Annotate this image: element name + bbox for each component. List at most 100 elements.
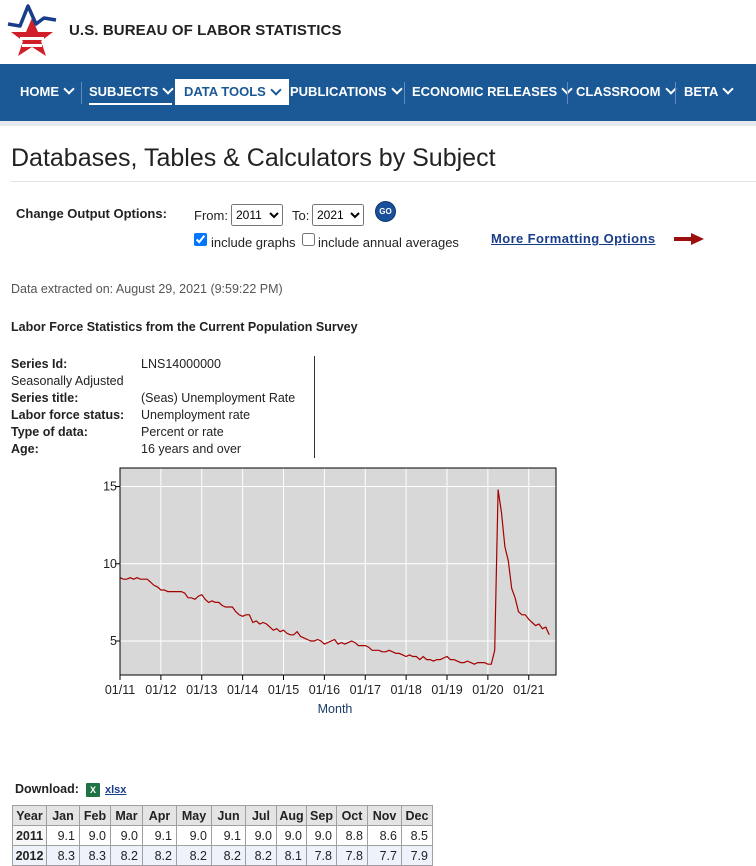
- nav-divider: [567, 82, 568, 104]
- more-formatting-options-link[interactable]: More Formatting Options: [491, 231, 656, 246]
- series-id-value: LNS14000000: [141, 357, 221, 371]
- title-divider: [11, 181, 756, 182]
- nav-bottom-strip: [0, 121, 756, 126]
- age-value: 16 years and over: [141, 442, 242, 456]
- table-header-cell: Jan: [46, 805, 80, 826]
- download-label: Download:: [15, 782, 79, 796]
- include-graphs-label[interactable]: include graphs: [211, 235, 296, 250]
- chart-x-tick-label: 01/17: [350, 683, 381, 697]
- table-cell: 7.9: [401, 845, 433, 866]
- table-cell: 9.0: [276, 825, 307, 846]
- main-nav: HOME SUBJECTS DATA TOOLS PUBLICATIONS EC…: [0, 64, 756, 121]
- excel-icon[interactable]: X: [86, 783, 100, 797]
- table-header-cell: Nov: [367, 805, 402, 826]
- table-cell: 8.3: [46, 845, 80, 866]
- table-header-cell: Aug: [276, 805, 307, 826]
- series-title-value: (Seas) Unemployment Rate: [141, 391, 296, 405]
- nav-divider: [404, 82, 405, 104]
- table-cell: 8.2: [176, 845, 212, 866]
- table-header-cell: Feb: [79, 805, 111, 826]
- nav-divider: [81, 82, 82, 104]
- nav-divider: [675, 82, 676, 104]
- table-cell: 9.1: [142, 825, 177, 846]
- table-header-cell: Apr: [142, 805, 177, 826]
- series-title-label: Series title:: [11, 391, 79, 405]
- table-cell: 8.3: [79, 845, 111, 866]
- chart-x-axis-label: Month: [318, 702, 353, 716]
- table-cell: 7.8: [336, 845, 368, 866]
- nav-data-tools[interactable]: DATA TOOLS: [175, 79, 289, 105]
- include-annual-averages-label[interactable]: include annual averages: [318, 235, 459, 250]
- agency-name[interactable]: U.S. BUREAU OF LABOR STATISTICS: [69, 22, 342, 39]
- chart-y-tick-label: 10: [103, 557, 117, 571]
- table-cell: 8.6: [367, 825, 402, 846]
- nav-classroom-label: CLASSROOM: [576, 84, 661, 99]
- nav-home-label: HOME: [20, 84, 59, 99]
- table-header-cell: Mar: [110, 805, 143, 826]
- chart-frame: [119, 467, 557, 676]
- table-cell: 9.0: [306, 825, 337, 846]
- table-cell: 9.1: [46, 825, 80, 846]
- go-button[interactable]: GO: [375, 201, 396, 222]
- bls-logo-icon[interactable]: [6, 4, 58, 60]
- table-header-cell: Sep: [306, 805, 337, 826]
- table-header-row: Year Jan Feb Mar Apr May Jun Jul Aug Sep Oct Nov Dec: [12, 805, 433, 826]
- chart-x-tick-label: 01/16: [309, 683, 340, 697]
- nav-economic-releases-label: ECONOMIC RELEASES: [412, 84, 558, 99]
- table-cell: 8.8: [336, 825, 368, 846]
- table-cell: 9.0: [79, 825, 111, 846]
- table-cell: 8.2: [211, 845, 246, 866]
- chart-x-tick-label: 01/14: [227, 683, 258, 697]
- table-header-cell: Dec: [401, 805, 433, 826]
- nav-home[interactable]: HOME: [20, 83, 75, 102]
- output-options-label: Change Output Options:: [16, 206, 167, 221]
- table-cell: 8.5: [401, 825, 433, 846]
- table-cell: 7.7: [367, 845, 402, 866]
- type-of-data-value: Percent or rate: [141, 425, 224, 439]
- chart-x-tick-label: 01/13: [186, 683, 217, 697]
- nav-data-tools-label: DATA TOOLS: [184, 84, 266, 99]
- table-row: 2012 8.3 8.3 8.2 8.2 8.2 8.2 8.2 8.1 7.8 7.8 7.7 7.9: [12, 845, 433, 866]
- data-extracted-date: Data extracted on: August 29, 2021 (9:59…: [11, 282, 283, 296]
- from-label: From:: [194, 208, 228, 223]
- table-header-cell: Year: [12, 805, 47, 826]
- chart-x-tick-label: 01/11: [105, 683, 135, 697]
- include-graphs-checkbox[interactable]: [194, 233, 207, 246]
- table-cell: 8.2: [245, 845, 277, 866]
- chevron-down-icon: [270, 84, 282, 96]
- arrow-right-icon[interactable]: [674, 233, 704, 245]
- site-header: U.S. BUREAU OF LABOR STATISTICS: [0, 0, 756, 64]
- chevron-down-icon: [63, 83, 75, 95]
- chart-y-tick-label: 5: [110, 634, 117, 648]
- table-row: 2011 9.1 9.0 9.0 9.1 9.0 9.1 9.0 9.0 9.0 8.8 8.6 8.5: [12, 825, 433, 846]
- series-id-label: Series Id:: [11, 357, 68, 371]
- to-label: To:: [292, 208, 310, 223]
- labor-force-status-label: Labor force status:: [11, 408, 125, 422]
- nav-classroom[interactable]: CLASSROOM: [576, 83, 677, 102]
- table-cell: 9.0: [110, 825, 143, 846]
- meta-divider: [314, 356, 315, 458]
- chevron-down-icon: [162, 83, 175, 95]
- data-table: Year Jan Feb Mar Apr May Jun Jul Aug Sep Oct Nov Dec…: [12, 805, 433, 866]
- include-annual-averages-checkbox[interactable]: [302, 233, 315, 246]
- table-cell: 9.1: [211, 825, 246, 846]
- chevron-down-icon: [722, 83, 735, 95]
- from-year-select[interactable]: 2011: [231, 204, 283, 226]
- chart-x-tick-label: 01/21: [513, 683, 544, 697]
- survey-title: Labor Force Statistics from the Current …: [11, 320, 358, 334]
- table-header-cell: Jun: [211, 805, 246, 826]
- nav-publications[interactable]: PUBLICATIONS: [290, 83, 403, 102]
- table-cell: 9.0: [245, 825, 277, 846]
- table-cell: 7.8: [306, 845, 337, 866]
- chart-y-tick-label: 15: [103, 480, 117, 494]
- nav-economic-releases[interactable]: ECONOMIC RELEASES: [412, 83, 573, 102]
- xlsx-download-link[interactable]: xlsx: [105, 784, 127, 796]
- nav-beta-label: BETA: [684, 84, 719, 99]
- nav-beta[interactable]: BETA: [684, 83, 735, 102]
- to-year-select[interactable]: 2021: [312, 204, 364, 226]
- table-header-cell: May: [176, 805, 212, 826]
- page-title: Databases, Tables & Calculators by Subje…: [11, 144, 496, 172]
- chart-x-tick-label: 01/18: [390, 683, 421, 697]
- nav-subjects[interactable]: SUBJECTS: [89, 83, 175, 105]
- nav-subjects-label: SUBJECTS: [89, 84, 159, 99]
